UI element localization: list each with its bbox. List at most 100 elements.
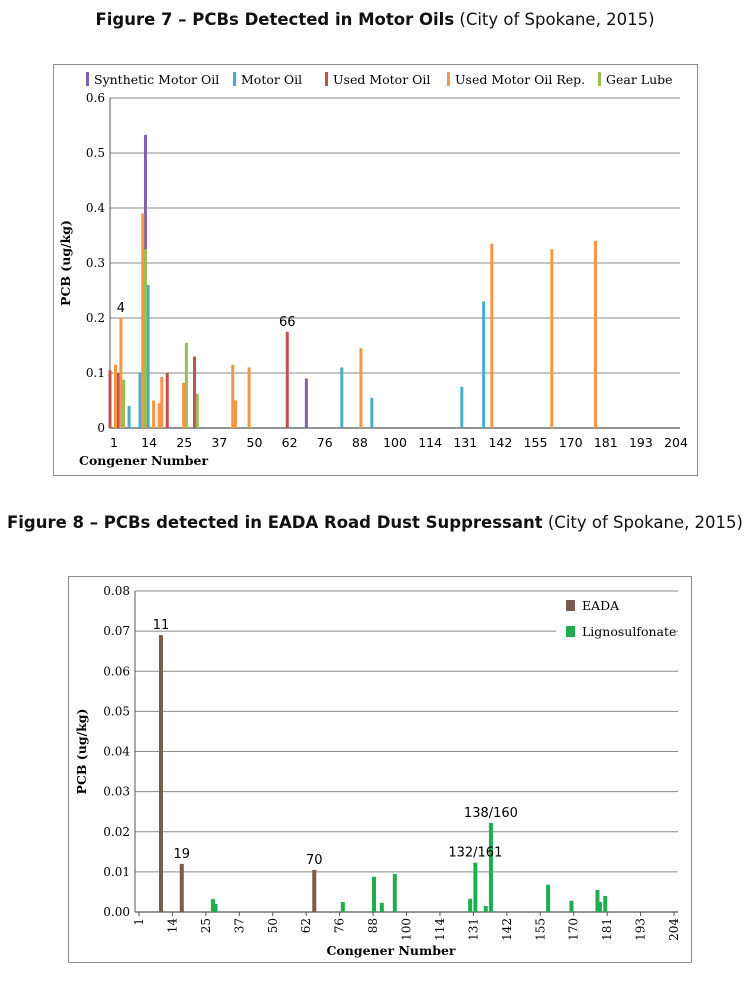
figure8-title-bold: Figure 8 – PCBs detected in EADA Road Du… <box>6 513 543 532</box>
bar <box>460 386 464 428</box>
figure8-title: Figure 8 – PCBs detected in EADA Road Du… <box>0 513 750 532</box>
bar <box>213 903 218 912</box>
y-tick-label: 0.02 <box>103 825 130 839</box>
legend-background <box>556 625 676 649</box>
bar <box>593 241 597 428</box>
y-tick-label: 0.2 <box>86 311 105 325</box>
bar <box>231 364 235 428</box>
x-tick-label: 155 <box>533 918 547 941</box>
bar <box>143 249 147 428</box>
data-label: 70 <box>306 853 323 868</box>
legend-swatch <box>447 72 450 86</box>
data-label: 132/161 <box>448 846 502 861</box>
legend-swatch <box>566 626 575 637</box>
figure7-title-bold: Figure 7 – PCBs Detected in Motor Oils <box>95 10 455 29</box>
bar <box>141 213 145 428</box>
bar <box>157 403 161 428</box>
y-tick-label: 0.06 <box>103 664 130 678</box>
bar <box>488 822 493 912</box>
bar <box>119 318 123 428</box>
legend-label: Gear Lube <box>606 72 673 87</box>
y-tick-label: 0.6 <box>86 91 105 105</box>
x-tick-label: 50 <box>247 435 263 450</box>
y-tick-label: 0.03 <box>103 785 130 799</box>
bar <box>392 873 397 912</box>
bar <box>473 862 478 912</box>
x-tick-label: 1 <box>132 918 146 926</box>
bar <box>152 400 156 428</box>
bar <box>116 373 120 428</box>
bar <box>182 382 186 428</box>
x-tick-label: 131 <box>453 435 477 450</box>
x-tick-label: 25 <box>176 435 192 450</box>
bar <box>193 356 197 428</box>
bar <box>184 342 188 428</box>
x-tick-label: 37 <box>232 918 246 933</box>
bar <box>285 331 289 428</box>
x-tick-label: 62 <box>299 918 313 933</box>
bar <box>195 393 199 428</box>
legend-label: Lignosulfonate <box>582 624 676 639</box>
x-tick-label: 204 <box>664 435 688 450</box>
x-tick-label: 131 <box>466 918 480 941</box>
y-tick-label: 0.1 <box>86 366 105 380</box>
bar <box>247 367 251 428</box>
bar <box>233 400 237 428</box>
bar <box>210 899 215 912</box>
figure7-title-rest: (City of Spokane, 2015) <box>454 10 655 29</box>
x-tick-label: 100 <box>383 435 407 450</box>
y-tick-label: 0.07 <box>103 624 130 638</box>
x-axis-label: Congener Number <box>79 453 208 468</box>
bar <box>546 884 551 912</box>
bar <box>598 901 603 912</box>
x-tick-label: 193 <box>634 918 648 941</box>
data-label: 4 <box>117 301 125 316</box>
bar <box>312 869 317 912</box>
bar <box>359 348 363 428</box>
figure8-title-rest: (City of Spokane, 2015) <box>542 513 743 532</box>
bar <box>483 905 488 912</box>
bar <box>127 406 131 428</box>
x-tick-label: 155 <box>524 435 548 450</box>
x-axis-label: Congener Number <box>326 943 455 958</box>
x-tick-label: 100 <box>400 918 414 941</box>
x-tick-label: 114 <box>433 918 447 941</box>
bar <box>379 902 384 912</box>
legend-swatch <box>566 600 575 611</box>
bar <box>370 397 374 428</box>
bar <box>340 367 344 428</box>
y-tick-label: 0.05 <box>103 704 130 718</box>
bar <box>165 373 169 428</box>
y-tick-label: 0.4 <box>86 201 105 215</box>
legend-swatch <box>598 72 601 86</box>
data-label: 11 <box>153 618 170 633</box>
y-tick-label: 0.5 <box>86 146 105 160</box>
legend-label: Used Motor Oil <box>333 72 430 87</box>
x-tick-label: 14 <box>165 918 179 934</box>
legend-swatch <box>325 72 328 86</box>
x-tick-label: 142 <box>500 918 514 941</box>
bar <box>468 898 473 912</box>
bar <box>482 301 486 428</box>
x-tick-label: 170 <box>559 435 583 450</box>
bar <box>179 863 184 912</box>
bar <box>340 901 345 912</box>
legend-label: EADA <box>582 598 620 613</box>
x-tick-label: 76 <box>317 435 333 450</box>
bar <box>490 243 494 428</box>
x-tick-label: 142 <box>488 435 512 450</box>
legend-label: Synthetic Motor Oil <box>94 72 219 87</box>
y-tick-label: 0.08 <box>103 584 130 598</box>
x-tick-label: 25 <box>199 918 213 933</box>
bar <box>138 373 142 428</box>
y-tick-label: 0 <box>97 421 105 435</box>
x-tick-label: 88 <box>366 918 380 933</box>
x-tick-label: 14 <box>141 435 157 450</box>
bar <box>113 364 117 428</box>
y-tick-label: 0.00 <box>103 905 130 919</box>
x-tick-label: 62 <box>282 435 298 450</box>
x-tick-label: 114 <box>418 435 442 450</box>
x-tick-label: 181 <box>594 435 618 450</box>
x-tick-label: 88 <box>352 435 368 450</box>
